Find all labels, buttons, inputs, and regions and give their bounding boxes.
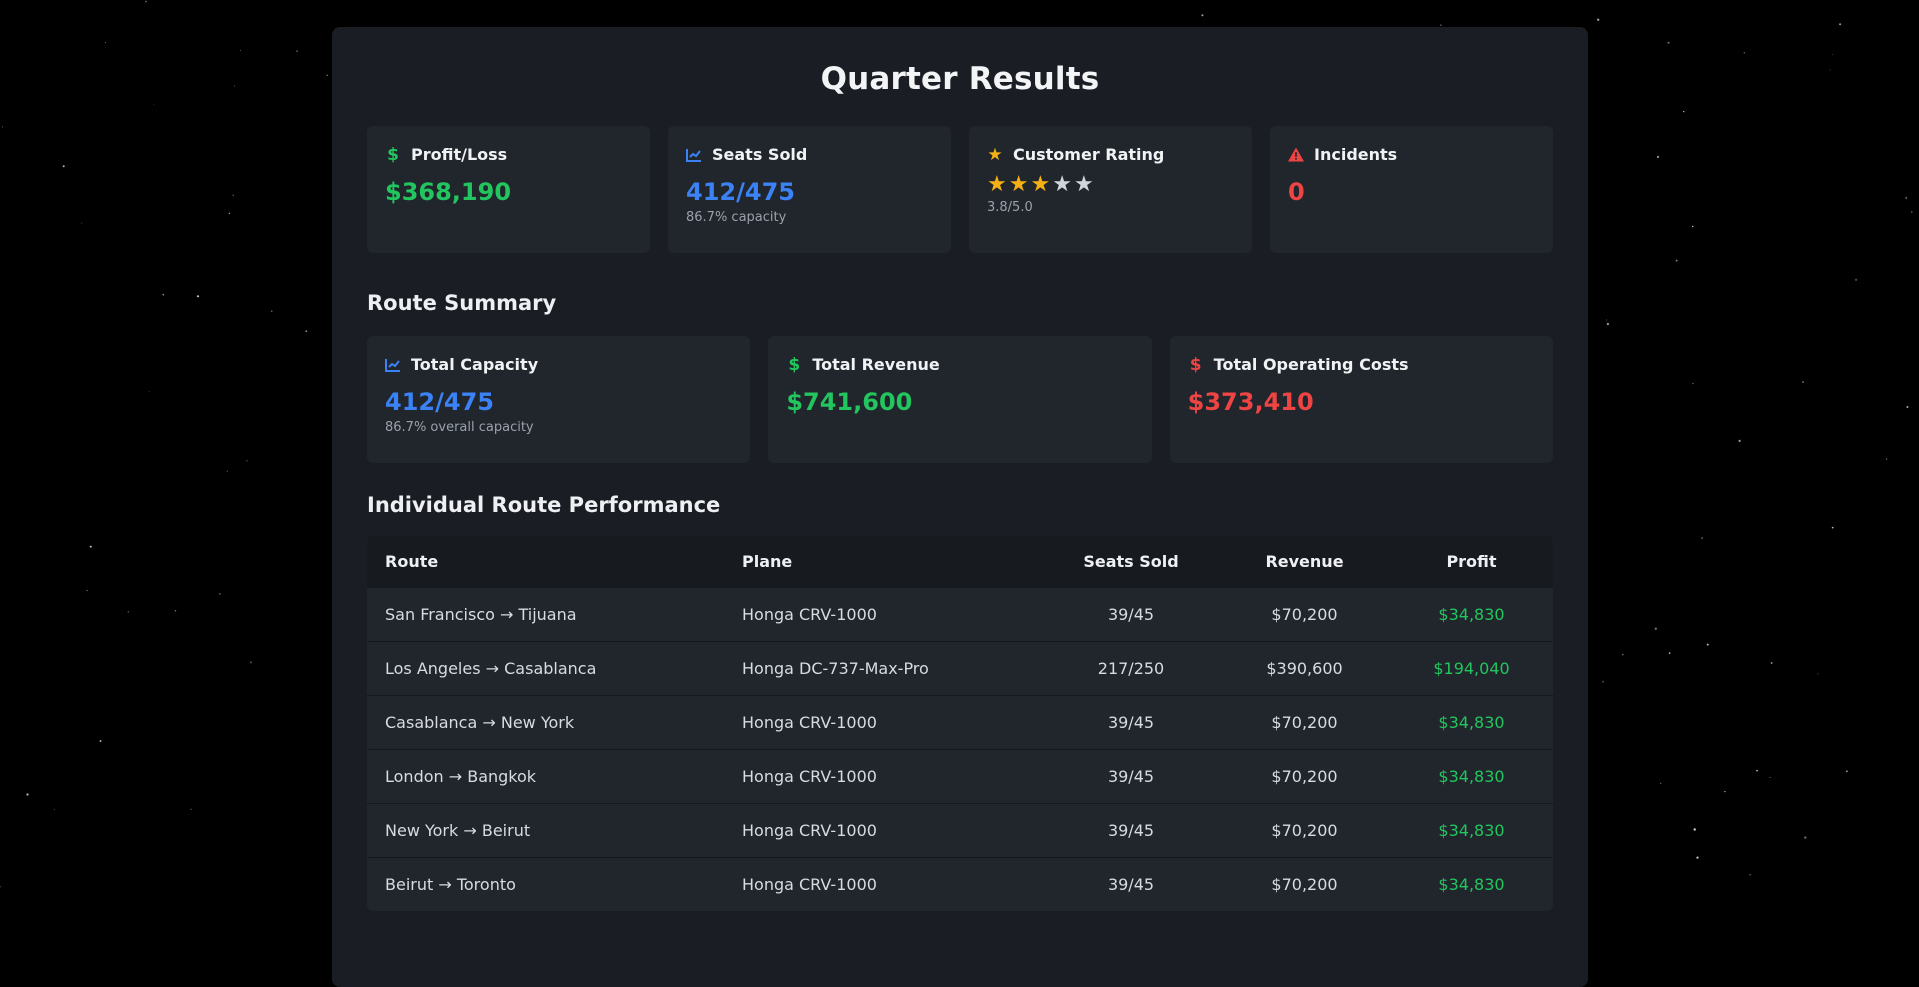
total-capacity-card: Total Capacity 412/475 86.7% overall cap… — [367, 336, 751, 463]
seats-sold-value: 412/475 — [686, 178, 795, 206]
seats-sold-cell: 39/45 — [1043, 857, 1219, 911]
route-cell: London → Bangkok — [367, 749, 724, 804]
route-performance-heading: Individual Route Performance — [367, 493, 721, 517]
card-label: Total Operating Costs — [1213, 355, 1409, 374]
route-summary-heading: Route Summary — [367, 291, 557, 315]
profit-cell: $34,830 — [1390, 803, 1553, 858]
route-cell: San Francisco → Tijuana — [367, 587, 724, 642]
route-cell: Casablanca → New York — [367, 695, 724, 750]
table-row: Los Angeles → Casablanca Honga DC-737-Max… — [367, 641, 1553, 696]
results-panel: Quarter Results $ Profit/Loss $368,190 S… — [332, 27, 1588, 987]
column-header-seats-sold: Seats Sold — [1083, 552, 1179, 571]
table-row: Casablanca → New York Honga CRV-1000 39/45… — [367, 695, 1553, 750]
revenue-cell: $70,200 — [1219, 803, 1390, 858]
card-label: Incidents — [1314, 145, 1398, 164]
incidents-card: Incidents 0 — [1270, 126, 1553, 253]
summary-cards: Total Capacity 412/475 86.7% overall cap… — [367, 336, 1553, 463]
revenue-cell: $70,200 — [1219, 749, 1390, 804]
plane-cell: Honga CRV-1000 — [724, 857, 1043, 911]
profit-loss-value: $368,190 — [385, 178, 512, 206]
seats-sold-cell: 217/250 — [1043, 641, 1219, 696]
revenue-cell: $70,200 — [1219, 587, 1390, 642]
seats-sold-cell: 39/45 — [1043, 749, 1219, 804]
profit-cell: $34,830 — [1390, 695, 1553, 750]
profit-cell: $34,830 — [1390, 857, 1553, 911]
table-row: London → Bangkok Honga CRV-1000 39/45 $70,2… — [367, 749, 1553, 804]
route-cell: Beirut → Toronto — [367, 857, 724, 911]
total-operating-costs-value: $373,410 — [1187, 388, 1314, 416]
chart-line-icon — [686, 147, 702, 163]
incidents-value: 0 — [1288, 178, 1305, 206]
dollar-icon: $ — [788, 354, 801, 375]
table-row: San Francisco → Tijuana Honga CRV-1000 39/… — [367, 587, 1553, 642]
seats-sold-cell: 39/45 — [1043, 803, 1219, 858]
plane-cell: Honga CRV-1000 — [724, 749, 1043, 804]
star-icon: ★ — [987, 144, 1003, 165]
plane-cell: Honga CRV-1000 — [724, 803, 1043, 858]
revenue-cell: $390,600 — [1219, 641, 1390, 696]
column-header-plane: Plane — [742, 552, 793, 571]
seats-sold-cell: 39/45 — [1043, 695, 1219, 750]
route-cell: New York → Beirut — [367, 803, 724, 858]
column-header-revenue: Revenue — [1265, 552, 1344, 571]
table-row: New York → Beirut Honga CRV-1000 39/45 $70,… — [367, 803, 1553, 858]
total-revenue-card: $ Total Revenue $741,600 — [768, 336, 1152, 463]
plane-cell: Honga CRV-1000 — [724, 587, 1043, 642]
revenue-cell: $70,200 — [1219, 857, 1390, 911]
route-rows: San Francisco → Tijuana Honga CRV-1000 39/… — [367, 587, 1553, 911]
route-cell: Los Angeles → Casablanca — [367, 641, 724, 696]
profit-loss-card: $ Profit/Loss $368,190 — [367, 126, 650, 253]
revenue-cell: $70,200 — [1219, 695, 1390, 750]
column-header-route: Route — [385, 552, 439, 571]
card-label: Total Revenue — [812, 355, 940, 374]
route-performance-table: Route Plane Seats Sold Revenue Profit Sa… — [367, 536, 1553, 911]
profit-cell: $34,830 — [1390, 749, 1553, 804]
total-operating-costs-card: $ Total Operating Costs $373,410 — [1169, 336, 1553, 463]
stat-cards: $ Profit/Loss $368,190 Seats Sold 412/47… — [367, 126, 1553, 253]
customer-rating-card: ★ Customer Rating ★ ★ ★ ★ ★ 3.8/5.0 — [969, 126, 1252, 253]
capacity-note: 86.7% capacity — [686, 210, 787, 225]
table-row: Beirut → Toronto Honga CRV-1000 39/45 $70,2… — [367, 857, 1553, 911]
page-title: Quarter Results — [820, 61, 1100, 97]
seats-sold-cell: 39/45 — [1043, 587, 1219, 642]
star-filled-icon: ★ — [1030, 172, 1051, 197]
star-filled-icon: ★ — [1008, 172, 1029, 197]
rating-value: 3.8/5.0 — [987, 200, 1033, 215]
star-empty-icon: ★ — [1052, 172, 1072, 197]
total-capacity-value: 412/475 — [385, 388, 494, 416]
profit-cell: $194,040 — [1390, 641, 1553, 696]
warning-icon — [1288, 147, 1304, 163]
star-filled-icon: ★ — [987, 172, 1007, 197]
star-empty-icon: ★ — [1073, 172, 1094, 197]
profit-cell: $34,830 — [1390, 587, 1553, 642]
chart-line-icon — [385, 357, 401, 373]
seats-sold-card: Seats Sold 412/475 86.7% capacity — [668, 126, 951, 253]
dollar-icon: $ — [1189, 354, 1202, 375]
table-header-row: Route Plane Seats Sold Revenue Profit — [367, 536, 1553, 588]
card-label: Seats Sold — [712, 145, 808, 164]
rating-stars: ★ ★ ★ ★ ★ — [987, 174, 1234, 196]
card-label: Total Capacity — [411, 355, 539, 374]
plane-cell: Honga DC-737-Max-Pro — [724, 641, 1043, 696]
plane-cell: Honga CRV-1000 — [724, 695, 1043, 750]
column-header-profit: Profit — [1446, 552, 1497, 571]
overall-capacity-note: 86.7% overall capacity — [385, 420, 534, 435]
total-revenue-value: $741,600 — [786, 388, 913, 416]
card-label: Customer Rating — [1013, 145, 1165, 164]
dollar-icon: $ — [387, 144, 399, 165]
card-label: Profit/Loss — [411, 145, 508, 164]
